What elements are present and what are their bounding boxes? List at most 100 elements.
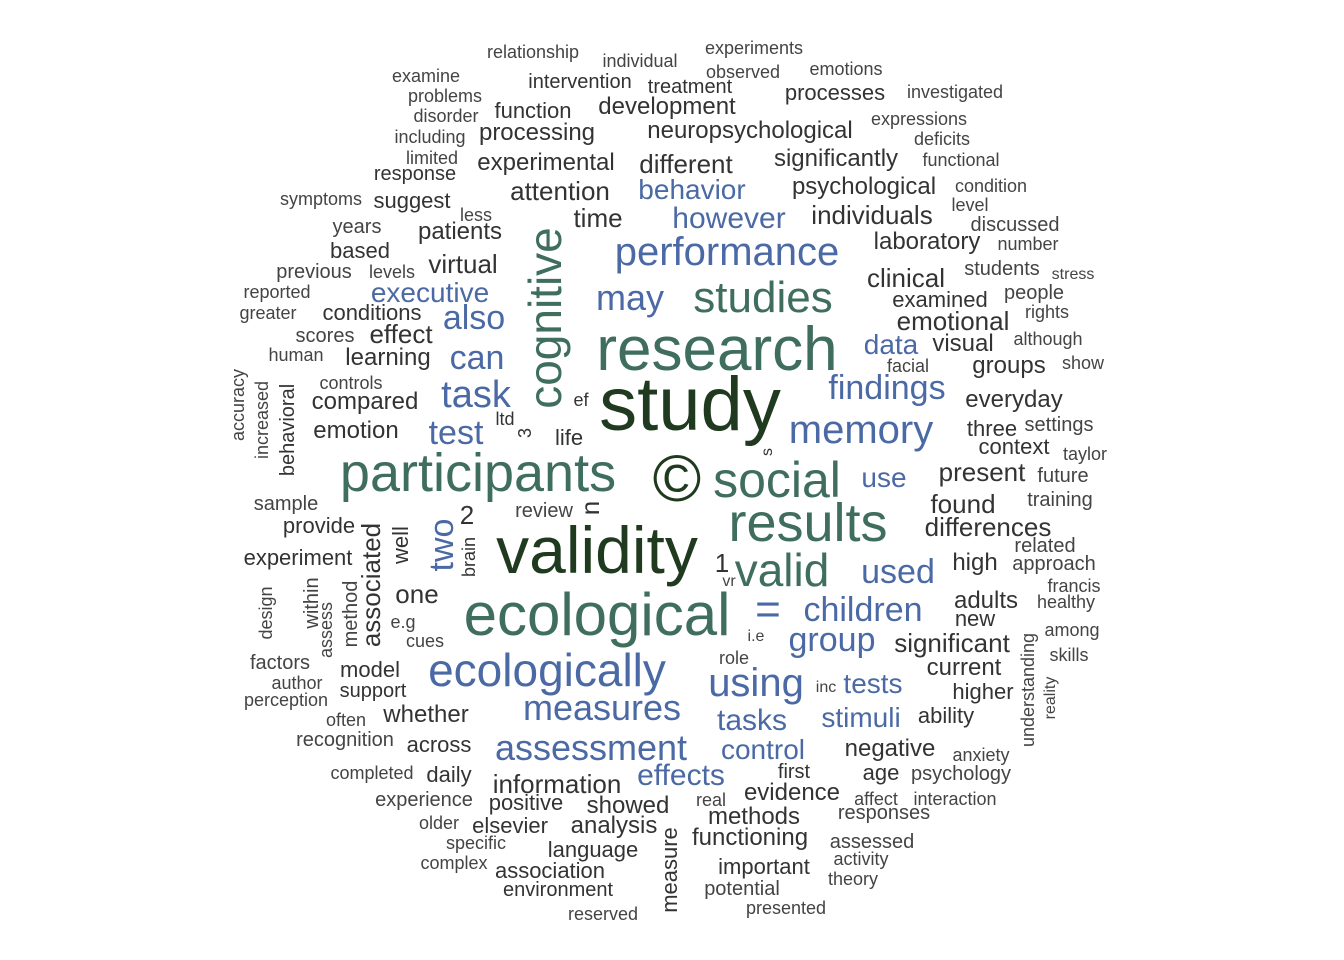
- word-91: conditions: [322, 300, 422, 325]
- word-115: review: [515, 500, 573, 522]
- word-76: analysis: [570, 812, 658, 839]
- word-31: behavior: [638, 174, 746, 205]
- word-117: potential: [704, 878, 780, 900]
- word-74: information: [492, 769, 622, 799]
- word-102: treatment: [647, 76, 733, 98]
- word-109: n: [575, 500, 605, 516]
- word-78: association: [494, 858, 606, 883]
- word-165: problems: [407, 86, 483, 106]
- word-77: language: [547, 837, 639, 862]
- word-67: negative: [844, 735, 936, 762]
- word-92: effect: [369, 319, 433, 349]
- word-33: data: [863, 329, 919, 360]
- word-66: ability: [917, 703, 975, 728]
- word-198: specific: [445, 833, 507, 853]
- word-19: may: [595, 277, 665, 318]
- word-127: anxiety: [952, 745, 1010, 765]
- word-47: individuals: [811, 200, 933, 230]
- word-64: current: [926, 654, 1002, 681]
- word-171: years: [332, 216, 382, 238]
- word-125: interaction: [913, 789, 997, 809]
- word-13: memory: [788, 408, 934, 452]
- word-136: among: [1044, 620, 1100, 640]
- word-132: vr: [722, 573, 736, 590]
- word-156: deficits: [913, 129, 971, 149]
- word-123: responses: [837, 802, 931, 824]
- word-145: show: [1061, 353, 1105, 373]
- word-86: support: [339, 680, 407, 702]
- word-114: brain: [459, 536, 479, 578]
- word-68: age: [862, 760, 900, 785]
- word-194: recognition: [296, 729, 394, 751]
- word-0: study: [599, 362, 781, 447]
- word-149: stress: [1051, 266, 1095, 283]
- word-37: control: [720, 734, 806, 765]
- word-4: ecological: [463, 581, 731, 648]
- word-131: i.e: [747, 628, 765, 645]
- word-129: role: [718, 648, 750, 668]
- word-46: processing: [478, 119, 596, 146]
- word-196: experience: [375, 789, 473, 811]
- word-23: also: [442, 299, 506, 337]
- word-82: across: [406, 732, 472, 757]
- word-146: although: [1013, 329, 1083, 349]
- word-80: elsevier: [472, 813, 548, 838]
- word-59: differences: [924, 512, 1052, 542]
- word-105: experiment: [243, 545, 353, 570]
- word-57: present: [938, 457, 1026, 487]
- word-61: adults: [953, 587, 1019, 614]
- word-58: found: [930, 489, 996, 519]
- word-108: 1: [714, 548, 730, 578]
- word-20: findings: [828, 369, 946, 407]
- word-155: functional: [922, 150, 1000, 170]
- word-183: sample: [253, 493, 319, 515]
- word-72: important: [718, 854, 810, 879]
- word-142: future: [1037, 465, 1089, 487]
- word-124: affect: [854, 789, 898, 809]
- word-101: intervention: [528, 71, 632, 93]
- word-71: functioning: [691, 824, 809, 851]
- word-139: approach: [1012, 553, 1096, 575]
- word-3: ©: [652, 441, 702, 515]
- word-169: symptoms: [279, 189, 363, 209]
- word-104: provide: [282, 513, 356, 538]
- word-151: number: [997, 234, 1059, 254]
- word-45: development: [598, 93, 736, 120]
- word-56: context: [978, 434, 1050, 459]
- word-94: compared: [311, 388, 419, 415]
- word-168: limited: [405, 148, 459, 168]
- word-126: psychology: [910, 763, 1012, 785]
- word-11: ecologically: [428, 644, 666, 696]
- word-113: s: [759, 448, 776, 456]
- word-161: experiments: [704, 38, 804, 58]
- word-73: first: [777, 761, 811, 783]
- word-119: reserved: [567, 904, 639, 924]
- word-75: showed: [586, 792, 670, 819]
- word-103: processes: [784, 80, 886, 105]
- word-7: cognitive: [519, 227, 571, 409]
- word-170: less: [459, 205, 493, 225]
- word-140: related: [1014, 535, 1076, 557]
- word-32: however: [672, 202, 786, 235]
- word-107: 2: [459, 500, 475, 530]
- word-162: individual: [602, 51, 678, 71]
- word-134: reality: [1042, 676, 1059, 720]
- word-10: valid: [734, 544, 830, 596]
- word-186: assess: [316, 601, 336, 659]
- word-138: francis: [1047, 576, 1101, 596]
- word-90: virtual: [428, 249, 498, 279]
- word-96: life: [554, 425, 584, 450]
- word-181: increased: [252, 380, 272, 460]
- word-110: 3: [515, 427, 535, 439]
- word-175: greater: [239, 303, 297, 323]
- word-53: groups: [972, 352, 1046, 379]
- word-30: executive: [370, 277, 490, 308]
- word-27: used: [861, 553, 935, 591]
- word-144: settings: [1024, 414, 1094, 436]
- word-55: three: [966, 416, 1018, 441]
- word-121: activity: [833, 849, 889, 869]
- word-112: ef: [573, 390, 589, 410]
- word-36: stimuli: [821, 702, 901, 733]
- word-106: well: [388, 526, 413, 564]
- word-83: daily: [426, 762, 472, 787]
